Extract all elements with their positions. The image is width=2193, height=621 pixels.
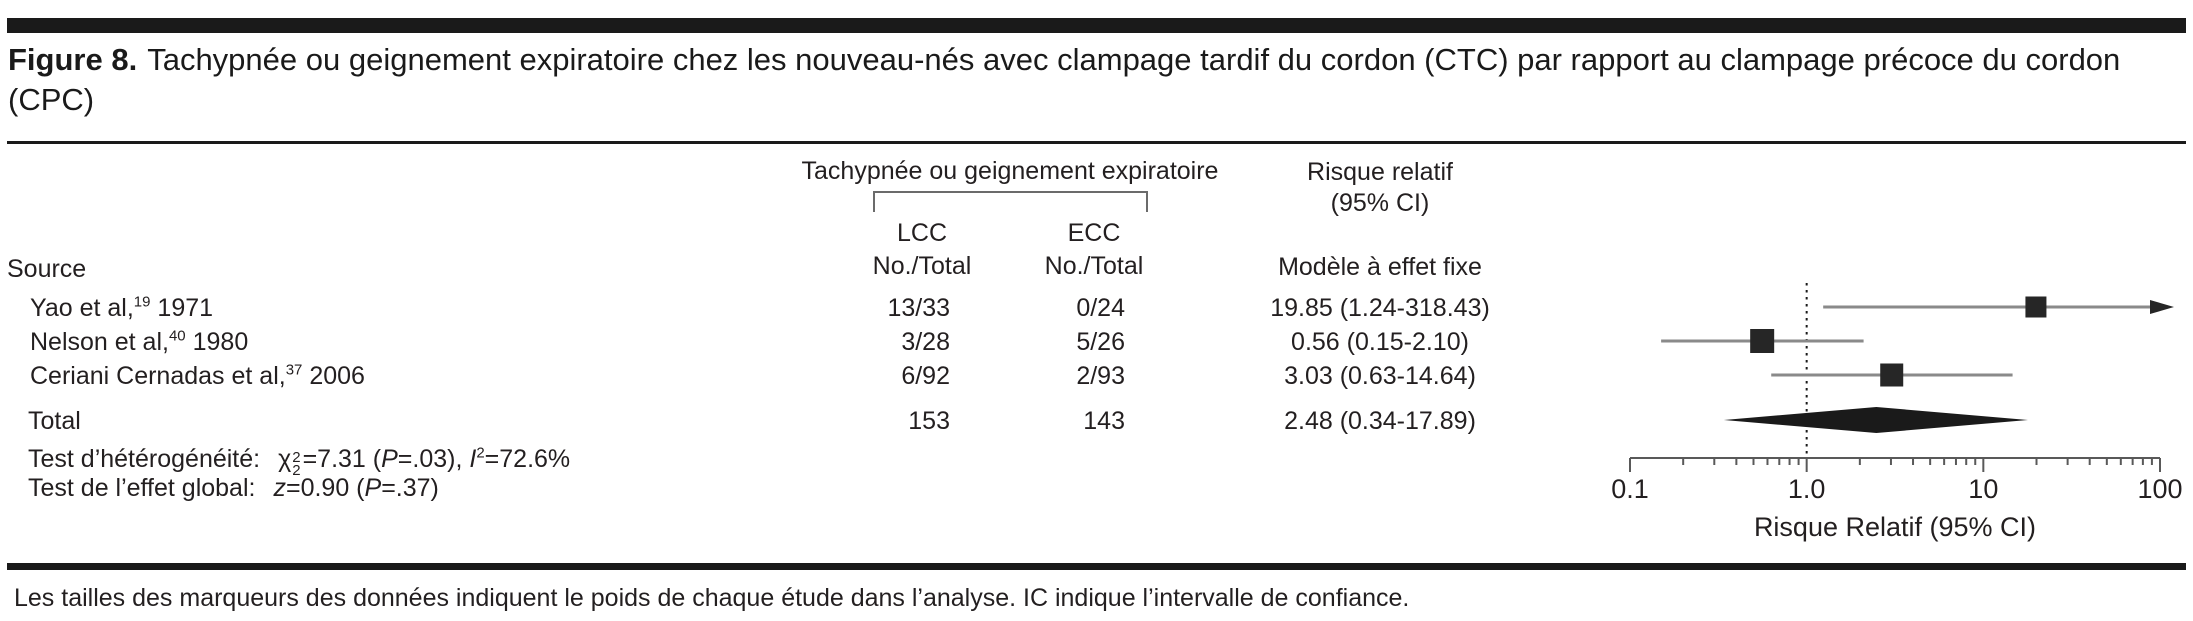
rr-header-line2: (95% CI): [1330, 189, 1430, 217]
x-tick-label: 100: [2137, 474, 2183, 504]
x-tick-label: 1.0: [1787, 474, 1826, 504]
study-marker: [1750, 329, 1775, 353]
rr-value: 0.56 (0.15-2.10): [1291, 328, 1469, 356]
ecc-value: 0/24: [1076, 294, 1125, 322]
study-name: Ceriani Cernadas et al,37 2006: [30, 361, 365, 390]
rr-value: 3.03 (0.63-14.64): [1284, 362, 1476, 390]
source-header: Source: [7, 255, 87, 283]
ecc-value: 2/93: [1076, 362, 1125, 390]
study-name: Nelson et al,40 1980: [30, 327, 249, 356]
study-name: Yao et al,19 1971: [30, 293, 214, 322]
rr-header-line1: Risque relatif: [1307, 158, 1453, 186]
x-tick-label: 10: [1968, 474, 1999, 504]
rr-value: 19.85 (1.24-318.43): [1270, 294, 1490, 322]
total-diamond: [1723, 407, 2028, 433]
x-tick-label: 0.1: [1611, 474, 1649, 504]
total-lcc-value: 153: [908, 407, 950, 435]
lcc-value: 3/28: [901, 328, 950, 356]
bottom-rule: [7, 563, 2186, 570]
outcome-group-header: Tachypnée ou geignement expiratoire: [801, 157, 1219, 185]
reference-superscript: 37: [285, 361, 303, 379]
lcc-value: 13/33: [887, 294, 950, 322]
lcc-no-total-header: No./Total: [872, 252, 972, 280]
model-header: Modèle à effet fixe: [1278, 253, 1482, 281]
ecc-value: 5/26: [1076, 328, 1125, 356]
lcc-value: 6/92: [901, 362, 950, 390]
group-bracket: [873, 191, 1148, 193]
total-label: Total: [28, 407, 81, 435]
total-rr-value: 2.48 (0.34-17.89): [1284, 407, 1476, 435]
overall-effect-test: Test de l’effet global: z=0.90 (P=.37): [28, 474, 439, 502]
figure-title: Tachypnée ou geignement expiratoire chez…: [8, 42, 2121, 117]
top-rule: [7, 18, 2186, 33]
figure-caption: Figure 8. Tachypnée ou geignement expirat…: [8, 40, 2186, 120]
lcc-column-header: LCC: [896, 219, 947, 247]
arrow-right-icon: [2150, 300, 2174, 314]
ecc-column-header: ECC: [1067, 219, 1121, 247]
caption-rule: [7, 141, 2186, 144]
reference-superscript: 19: [133, 293, 151, 311]
group-bracket-right-end: [1146, 191, 1148, 212]
total-ecc-value: 143: [1083, 407, 1125, 435]
study-marker: [1880, 363, 1904, 387]
figure-footnote: Les tailles des marqueurs des données in…: [14, 584, 1410, 612]
heterogeneity-test: Test d’hétérogénéité: χ 2 2 =7.31 (P=.03), I…: [28, 444, 571, 479]
ecc-no-total-header: No./Total: [1044, 252, 1144, 280]
group-bracket-left-end: [873, 191, 875, 212]
figure-number: Figure 8.: [8, 42, 138, 77]
study-marker: [2025, 296, 2047, 318]
x-axis-title: Risque Relatif (95% CI): [1753, 512, 2037, 542]
reference-superscript: 40: [168, 327, 186, 345]
